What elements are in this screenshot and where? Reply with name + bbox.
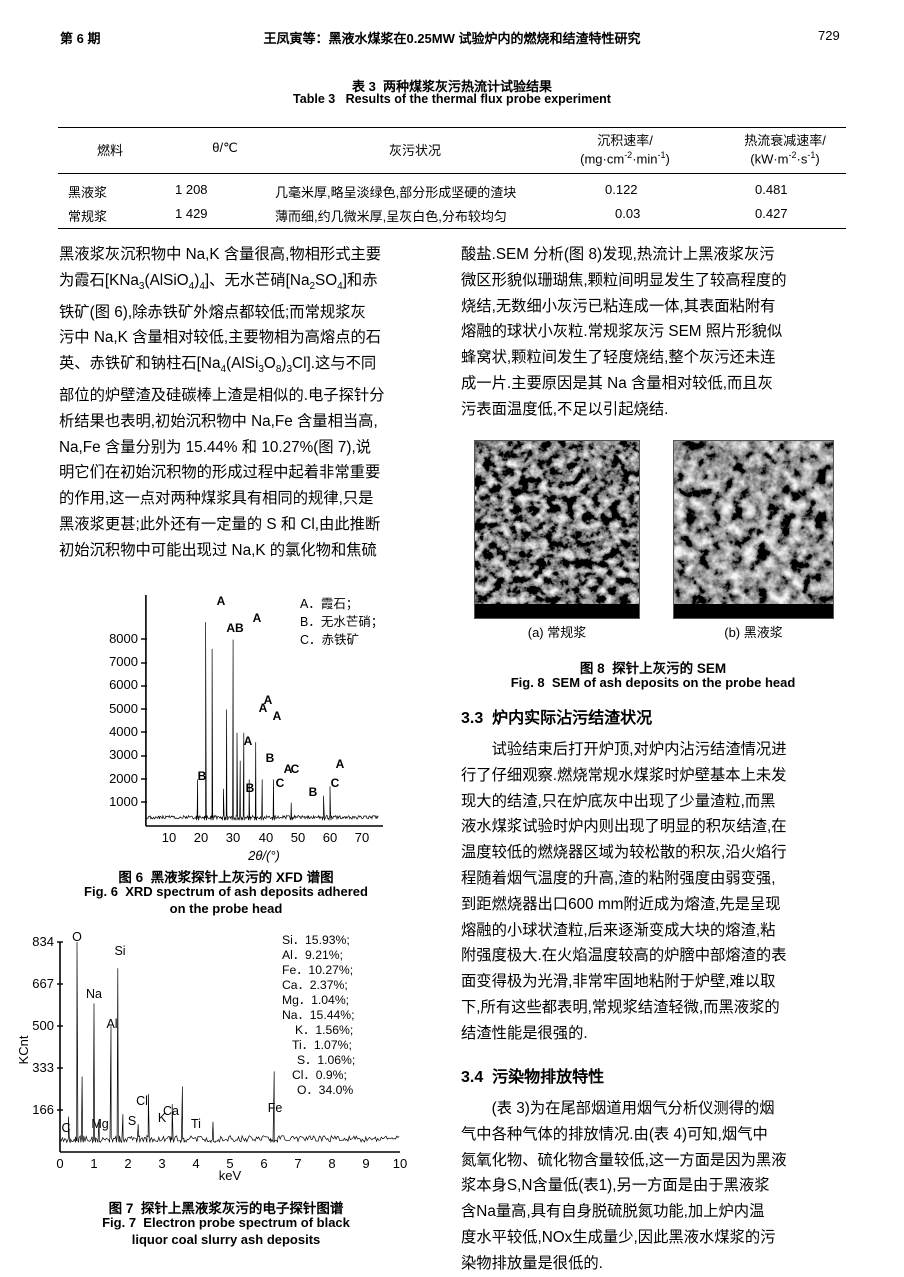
svg-text:333: 333: [32, 1060, 54, 1075]
svg-text:Fe: Fe: [268, 1101, 283, 1115]
svg-text:C．赤铁矿: C．赤铁矿: [300, 633, 359, 647]
svg-text:AB: AB: [226, 621, 244, 635]
svg-text:S．1.06%;: S．1.06%;: [297, 1053, 355, 1067]
svg-text:4000: 4000: [109, 724, 138, 739]
svg-text:7000: 7000: [109, 654, 138, 669]
svg-text:30: 30: [226, 830, 240, 845]
svg-text:5000: 5000: [109, 701, 138, 716]
svg-text:C: C: [331, 776, 340, 790]
svg-text:Fe．10.27%;: Fe．10.27%;: [282, 963, 353, 977]
svg-text:60: 60: [323, 830, 337, 845]
svg-text:10: 10: [393, 1156, 407, 1171]
svg-text:2: 2: [124, 1156, 131, 1171]
svg-text:4: 4: [192, 1156, 199, 1171]
svg-text:C: C: [276, 776, 285, 790]
svg-text:Na: Na: [86, 987, 102, 1001]
svg-text:10: 10: [162, 830, 176, 845]
svg-text:2000: 2000: [109, 771, 138, 786]
svg-text:1: 1: [90, 1156, 97, 1171]
svg-text:Cl: Cl: [136, 1094, 148, 1108]
svg-text:C: C: [291, 762, 300, 776]
svg-text:Ti: Ti: [191, 1117, 201, 1131]
svg-text:B: B: [198, 769, 207, 783]
svg-text:7: 7: [294, 1156, 301, 1171]
svg-text:A: A: [244, 734, 253, 748]
svg-text:B: B: [266, 751, 275, 765]
svg-text:20: 20: [194, 830, 208, 845]
svg-text:Si．15.93%;: Si．15.93%;: [282, 933, 350, 947]
svg-text:0: 0: [56, 1156, 63, 1171]
svg-text:C: C: [61, 1121, 70, 1135]
svg-text:B: B: [246, 781, 255, 795]
svg-text:A: A: [273, 709, 282, 723]
svg-text:O．34.0%: O．34.0%: [297, 1083, 353, 1097]
svg-text:6000: 6000: [109, 677, 138, 692]
svg-text:1000: 1000: [109, 794, 138, 809]
svg-text:50: 50: [291, 830, 305, 845]
svg-text:A: A: [264, 693, 273, 707]
svg-text:K．1.56%;: K．1.56%;: [295, 1023, 353, 1037]
svg-text:Si: Si: [114, 944, 125, 958]
svg-text:Ti．1.07%;: Ti．1.07%;: [292, 1038, 352, 1052]
svg-text:Al．9.21%;: Al．9.21%;: [282, 948, 343, 962]
svg-text:3000: 3000: [109, 747, 138, 762]
svg-text:3: 3: [158, 1156, 165, 1171]
svg-text:500: 500: [32, 1018, 54, 1033]
svg-text:9: 9: [362, 1156, 369, 1171]
svg-text:S: S: [128, 1114, 136, 1128]
svg-text:667: 667: [32, 976, 54, 991]
svg-text:A: A: [253, 611, 262, 625]
svg-text:Mg: Mg: [91, 1117, 108, 1131]
svg-text:Na．15.44%;: Na．15.44%;: [282, 1008, 355, 1022]
svg-text:8: 8: [328, 1156, 335, 1171]
svg-text:166: 166: [32, 1102, 54, 1117]
svg-text:8000: 8000: [109, 631, 138, 646]
svg-text:B．无水芒硝；: B．无水芒硝；: [300, 614, 383, 629]
svg-text:A．霞石；: A．霞石；: [300, 597, 358, 611]
svg-text:6: 6: [260, 1156, 267, 1171]
svg-text:70: 70: [355, 830, 369, 845]
svg-text:Cl．0.9%;: Cl．0.9%;: [292, 1068, 347, 1082]
svg-text:40: 40: [259, 830, 273, 845]
svg-text:Ca: Ca: [163, 1104, 179, 1118]
svg-text:Mg．1.04%;: Mg．1.04%;: [282, 993, 349, 1007]
svg-text:A: A: [217, 594, 226, 608]
svg-text:2θ/(°): 2θ/(°): [247, 848, 280, 863]
svg-text:KCnt: KCnt: [16, 1035, 31, 1064]
svg-text:keV: keV: [219, 1168, 242, 1183]
svg-text:B: B: [309, 785, 318, 799]
svg-text:O: O: [72, 930, 82, 944]
svg-text:A: A: [336, 757, 345, 771]
svg-text:834: 834: [32, 934, 54, 949]
svg-text:Al: Al: [106, 1017, 117, 1031]
svg-text:Ca．2.37%;: Ca．2.37%;: [282, 978, 348, 992]
